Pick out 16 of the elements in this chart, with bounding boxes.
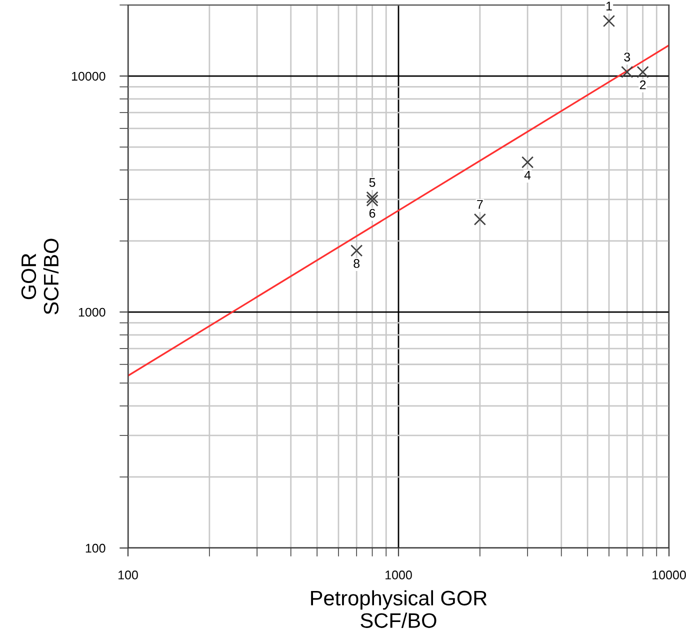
annotation: 1 (606, 2, 612, 10)
x-tick-label: 10000 (652, 570, 686, 580)
annotation: 7 (477, 200, 483, 209)
annotation: 5 (369, 178, 376, 187)
annotation: 4 (524, 170, 531, 180)
x-axis-title: Petrophysical GOR SCF/BO (311, 590, 487, 628)
annotation: 8 (354, 259, 360, 268)
y-tick-label: 100 (86, 544, 106, 553)
x-tick-label: 100 (118, 570, 138, 580)
annotation: 2 (640, 80, 646, 90)
annotation: 3 (624, 52, 630, 62)
annotation: 6 (369, 208, 376, 218)
y-axis-title: GOR SCF/BO (21, 238, 59, 314)
y-tick-label: 1000 (78, 308, 106, 317)
x-tick-label: 1000 (386, 570, 412, 580)
y-tick-label: 10000 (72, 72, 106, 81)
